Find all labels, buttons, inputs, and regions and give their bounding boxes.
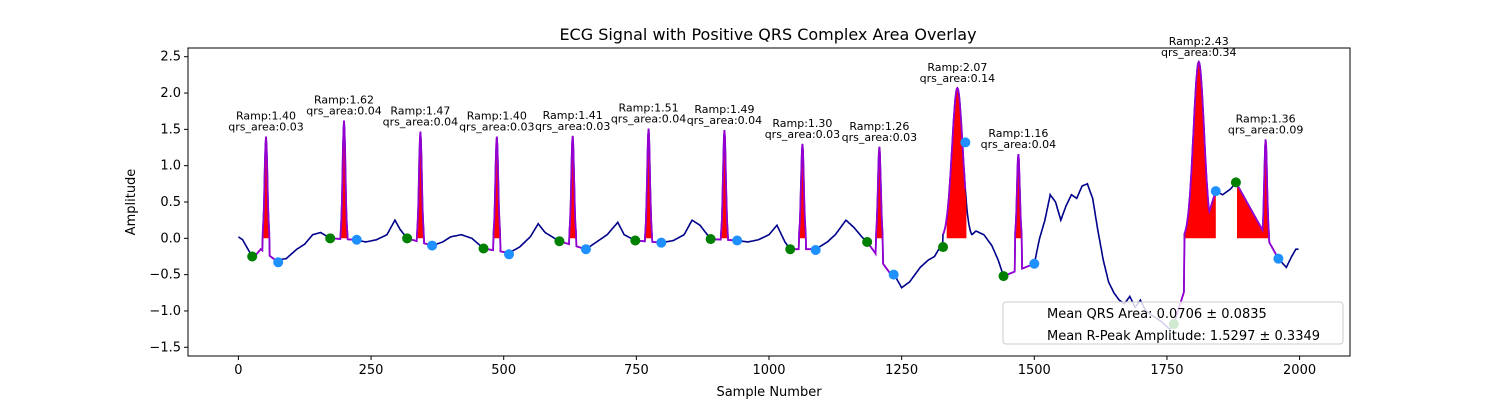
qrs-area-label-3: qrs_area:0.03 — [459, 121, 534, 134]
qrs-onset-marker-10 — [998, 271, 1009, 282]
ramp-label-9: Ramp:2.07 — [927, 61, 987, 74]
x-tick-label: 1500 — [1018, 363, 1051, 378]
qrs-area-label-11: qrs_area:0.34 — [1161, 46, 1236, 59]
qrs-onset-marker-9 — [938, 242, 949, 253]
ramp-label-0: Ramp:1.40 — [236, 110, 296, 123]
y-tick-label: 1.0 — [160, 159, 181, 174]
y-axis-label: Amplitude — [124, 169, 139, 236]
ramp-label-11: Ramp:2.43 — [1169, 35, 1229, 48]
qrs-area-label-0: qrs_area:0.03 — [228, 121, 303, 134]
ramp-label-4: Ramp:1.41 — [543, 109, 603, 122]
qrs-area-label-10: qrs_area:0.04 — [981, 138, 1056, 151]
chart-title: ECG Signal with Positive QRS Complex Are… — [559, 25, 976, 44]
legend: Mean QRS Area: 0.0706 ± 0.0835 Mean R-Pe… — [1002, 301, 1344, 345]
x-tick-label: 1750 — [1150, 363, 1183, 378]
qrs-onset-marker-5 — [630, 235, 641, 246]
ramp-label-8: Ramp:1.26 — [849, 120, 909, 133]
qrs-area-label-12: qrs_area:0.09 — [1228, 124, 1303, 137]
plot-area — [237, 59, 1299, 331]
y-tick-label: 2.0 — [160, 86, 181, 101]
x-tick-label: 2000 — [1283, 363, 1316, 378]
x-axis: 0 250 500 750 1000 1250 1500 1750 2000 — [234, 356, 1316, 378]
x-tick-label: 0 — [234, 363, 242, 378]
y-tick-label: −0.5 — [149, 268, 181, 283]
y-tick-label: −1.0 — [149, 304, 181, 319]
y-tick-label: 1.5 — [160, 122, 181, 137]
qrs-offset-marker-12 — [1273, 253, 1284, 264]
qrs-onset-marker-12 — [1230, 177, 1241, 188]
ramp-label-12: Ramp:1.36 — [1236, 113, 1296, 126]
qrs-onset-marker-2 — [402, 233, 413, 244]
qrs-segment-8 — [866, 146, 895, 278]
qrs-area-fill-9 — [946, 88, 967, 239]
qrs-area-label-1: qrs_area:0.04 — [306, 105, 381, 118]
qrs-offset-marker-8 — [888, 269, 899, 280]
x-axis-label: Sample Number — [716, 385, 822, 400]
qrs-offset-marker-2 — [427, 240, 438, 251]
ramp-label-6: Ramp:1.49 — [694, 103, 754, 116]
qrs-area-label-5: qrs_area:0.04 — [611, 113, 686, 126]
qrs-onset-marker-1 — [325, 233, 336, 244]
qrs-onset-marker-4 — [554, 236, 565, 247]
x-tick-label: 500 — [491, 363, 516, 378]
legend-entry-qrs-area: Mean QRS Area: 0.0706 ± 0.0835 — [1047, 307, 1267, 322]
beat-annotations: Ramp:1.40qrs_area:0.03Ramp:1.62qrs_area:… — [228, 35, 1303, 151]
qrs-offset-marker-0 — [273, 257, 284, 268]
qrs-offset-marker-9 — [960, 137, 971, 148]
qrs-offset-marker-5 — [656, 237, 667, 248]
qrs-area-label-9: qrs_area:0.14 — [920, 72, 995, 85]
qrs-onset-marker-0 — [247, 251, 258, 262]
y-tick-label: 0.0 — [160, 231, 181, 246]
y-axis: −1.5 −1.0 −0.5 0.0 0.5 1.0 1.5 2.0 2.5 — [149, 50, 188, 355]
ecg-signal-line — [237, 60, 1299, 331]
qrs-offset-marker-4 — [580, 244, 591, 255]
ramp-label-2: Ramp:1.47 — [390, 105, 450, 118]
x-tick-label: 250 — [359, 363, 384, 378]
y-tick-label: 0.5 — [160, 195, 181, 210]
y-tick-label: −1.5 — [149, 340, 181, 355]
ramp-label-10: Ramp:1.16 — [988, 127, 1048, 140]
qrs-area-label-6: qrs_area:0.04 — [687, 114, 762, 127]
y-tick-label: 2.5 — [160, 50, 181, 65]
qrs-onset-marker-6 — [705, 234, 716, 245]
qrs-offset-marker-1 — [351, 234, 362, 245]
qrs-segment-12 — [1235, 139, 1280, 260]
qrs-onset-marker-3 — [478, 243, 489, 254]
qrs-offset-marker-11 — [1210, 186, 1221, 197]
qrs-offset-marker-6 — [732, 235, 743, 246]
qrs-segment-10 — [1003, 154, 1035, 277]
x-tick-label: 1000 — [752, 363, 785, 378]
qrs-area-label-7: qrs_area:0.03 — [765, 128, 840, 141]
ramp-label-7: Ramp:1.30 — [772, 117, 832, 130]
x-tick-label: 1250 — [885, 363, 918, 378]
ramp-label-3: Ramp:1.40 — [467, 110, 527, 123]
qrs-area-label-4: qrs_area:0.03 — [535, 120, 610, 133]
qrs-offset-marker-7 — [810, 244, 821, 255]
qrs-area-label-2: qrs_area:0.04 — [383, 116, 458, 129]
legend-box — [1002, 301, 1344, 345]
qrs-area-fill-12 — [1237, 139, 1272, 239]
qrs-area-fill-10 — [1010, 154, 1023, 239]
ramp-label-1: Ramp:1.62 — [314, 94, 374, 107]
x-tick-label: 750 — [624, 363, 649, 378]
qrs-area-label-8: qrs_area:0.03 — [842, 131, 917, 144]
ramp-label-5: Ramp:1.51 — [619, 102, 679, 115]
qrs-onset-marker-7 — [785, 244, 796, 255]
qrs-onset-marker-8 — [862, 236, 873, 247]
legend-entry-r-peak: Mean R-Peak Amplitude: 1.5297 ± 0.3349 — [1047, 329, 1320, 344]
qrs-offset-marker-10 — [1029, 258, 1040, 269]
qrs-offset-marker-3 — [504, 249, 515, 260]
qrs-segment-9 — [942, 86, 967, 235]
